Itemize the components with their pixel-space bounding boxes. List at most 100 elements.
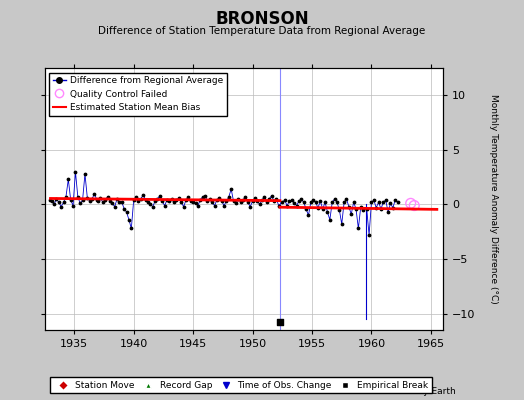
Point: [160, 202, 169, 209]
Point: [256, 201, 264, 208]
Point: [369, 197, 378, 203]
Legend: Difference from Regional Average, Quality Control Failed, Estimated Station Mean: Difference from Regional Average, Qualit…: [49, 72, 227, 116]
Point: [120, 206, 128, 212]
Point: [356, 204, 365, 210]
Point: [319, 206, 327, 212]
Point: [191, 200, 200, 206]
Point: [377, 206, 385, 212]
Point: [163, 197, 171, 203]
Point: [278, 199, 287, 206]
Point: [276, 319, 284, 326]
Point: [48, 198, 56, 204]
Point: [81, 171, 89, 177]
Point: [246, 204, 254, 210]
Point: [365, 232, 373, 238]
Point: [217, 198, 226, 204]
Point: [101, 197, 110, 203]
Point: [321, 199, 329, 206]
Point: [69, 202, 77, 209]
Point: [52, 196, 61, 202]
Point: [62, 194, 70, 200]
Legend: Station Move, Record Gap, Time of Obs. Change, Empirical Break: Station Move, Record Gap, Time of Obs. C…: [50, 377, 432, 394]
Point: [64, 176, 72, 182]
Point: [90, 190, 99, 197]
Y-axis label: Monthly Temperature Anomaly Difference (°C): Monthly Temperature Anomaly Difference (…: [489, 94, 498, 304]
Point: [57, 204, 66, 210]
Point: [215, 195, 223, 201]
Point: [170, 199, 178, 206]
Point: [367, 199, 376, 206]
Point: [288, 197, 296, 203]
Point: [106, 198, 114, 204]
Point: [148, 204, 157, 210]
Point: [241, 194, 249, 200]
Point: [139, 192, 147, 198]
Point: [340, 199, 348, 206]
Point: [59, 199, 68, 206]
Point: [222, 198, 231, 204]
Point: [354, 225, 363, 232]
Point: [258, 197, 266, 203]
Point: [272, 196, 280, 202]
Point: [67, 197, 75, 203]
Point: [323, 209, 332, 215]
Point: [129, 197, 138, 203]
Point: [307, 199, 315, 206]
Point: [239, 197, 247, 203]
Point: [205, 196, 214, 202]
Point: [359, 207, 367, 213]
Point: [54, 199, 63, 206]
Point: [300, 199, 308, 206]
Point: [316, 198, 324, 204]
Point: [85, 198, 94, 204]
Point: [292, 202, 301, 209]
Point: [208, 199, 216, 206]
Point: [182, 197, 190, 203]
Point: [381, 197, 390, 203]
Point: [325, 216, 334, 223]
Point: [184, 194, 193, 200]
Point: [93, 197, 101, 203]
Point: [384, 209, 392, 215]
Point: [71, 168, 80, 175]
Point: [333, 199, 341, 206]
Point: [251, 195, 259, 201]
Point: [248, 198, 257, 204]
Point: [253, 198, 261, 204]
Text: Berkeley Earth: Berkeley Earth: [389, 387, 456, 396]
Point: [141, 197, 150, 203]
Point: [328, 199, 336, 206]
Point: [236, 199, 245, 206]
Point: [304, 212, 313, 218]
Point: [294, 198, 303, 204]
Point: [115, 199, 124, 206]
Point: [394, 199, 402, 206]
Point: [201, 192, 209, 199]
Point: [270, 198, 278, 204]
Point: [345, 204, 353, 210]
Point: [189, 199, 198, 206]
Point: [227, 186, 235, 192]
Point: [225, 194, 233, 200]
Point: [194, 202, 202, 209]
Point: [220, 202, 228, 209]
Point: [363, 206, 371, 212]
Point: [199, 194, 207, 200]
Point: [125, 216, 133, 223]
Point: [168, 196, 176, 202]
Point: [335, 207, 344, 213]
Point: [108, 200, 116, 206]
Point: [144, 199, 152, 206]
Point: [94, 198, 102, 204]
Point: [146, 201, 155, 208]
Point: [113, 196, 121, 202]
Point: [267, 192, 276, 199]
Point: [290, 200, 298, 206]
Point: [372, 204, 380, 211]
Text: Difference of Station Temperature Data from Regional Average: Difference of Station Temperature Data f…: [99, 26, 425, 36]
Point: [342, 196, 351, 202]
Point: [374, 199, 383, 206]
Point: [265, 196, 274, 202]
Point: [234, 196, 243, 202]
Point: [280, 197, 289, 203]
